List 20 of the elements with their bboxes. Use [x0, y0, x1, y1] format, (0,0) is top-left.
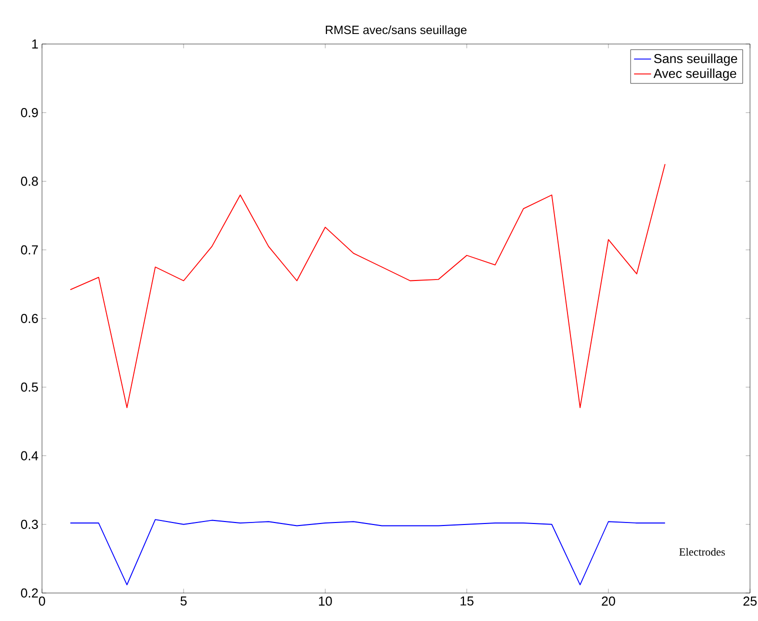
y-tick-label: 0.8 [20, 176, 38, 186]
y-tick-label: 0.2 [20, 588, 38, 598]
line-series [70, 164, 666, 408]
chart-title: RMSE avec/sans seuillage [326, 25, 467, 37]
x-tick-label: 0 [38, 596, 46, 606]
legend-label: Sans seuillage [654, 54, 738, 66]
x-tick-label: 20 [602, 596, 616, 606]
x-tick-label: 10 [318, 596, 332, 606]
y-tick-label: 0.4 [20, 451, 38, 460]
y-tick-label: 0.9 [20, 108, 38, 118]
x-tick-label: 25 [743, 596, 757, 606]
legend-label: Avec seuillage [654, 68, 736, 81]
y-tick-label: 0.5 [20, 382, 38, 392]
y-tick-label: 0.3 [20, 520, 38, 529]
y-tick-label: 0.6 [20, 314, 38, 324]
y-tick-label: 0.7 [20, 245, 38, 254]
y-tick-label: 1 [32, 40, 38, 48]
x-tick-label: 5 [180, 596, 187, 606]
x-tick-label: 15 [460, 596, 474, 606]
annotation: Electrodes [679, 548, 725, 556]
